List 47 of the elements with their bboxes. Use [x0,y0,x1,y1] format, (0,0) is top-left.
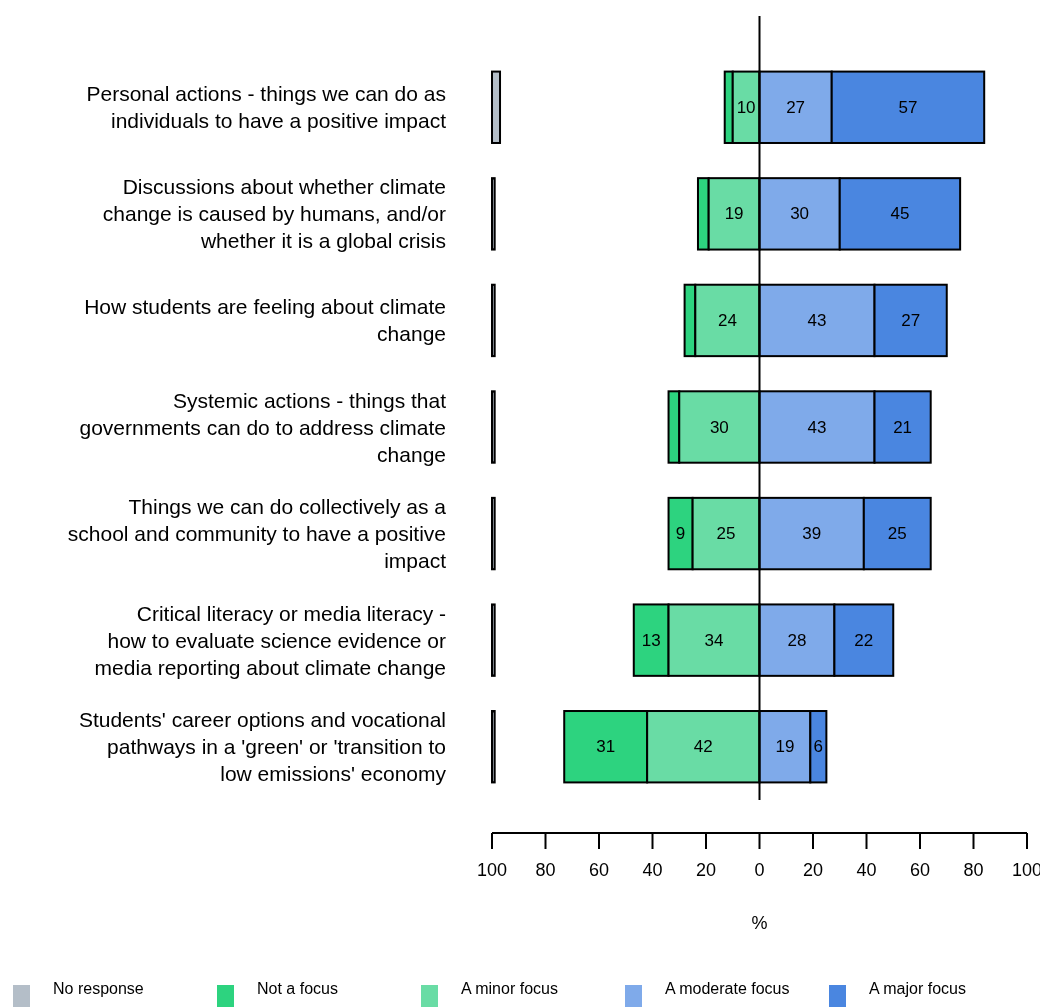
data-label: 22 [854,630,874,650]
y-tick-label: How students are feeling about climate change [84,295,446,346]
data-label: 19 [775,737,795,757]
data-label: 21 [893,417,913,437]
y-tick-label: Students' career options and vocational pathways in a 'green' or 'transition to low emissions' economy [78,708,447,786]
y-tick-label: Things we can do collectively as a school and community to have a positive impact [67,495,447,573]
data-label: 25 [887,524,907,544]
data-label: 39 [802,524,822,544]
x-tick-label: 60 [909,860,931,880]
data-label: 28 [787,630,807,650]
x-tick-label: 20 [695,860,717,880]
data-label: 19 [724,204,744,224]
x-tick-label: 60 [588,860,610,880]
x-tick-label: 0 [754,860,765,880]
legend-label: A moderate focus [665,979,790,997]
y-tick-label: Personal actions - things we can do as individuals to have a positive impact [86,82,447,133]
data-label: 6 [813,737,824,757]
data-label: 25 [716,524,736,544]
y-tick-label: Critical literacy or media literacy - how to evaluate science evidence or media reporting about climate change [94,601,446,679]
legend-label: A major focus [869,979,966,997]
data-label: 43 [807,310,827,330]
y-tick-label: Discussions about whether climate change is caused by humans, and/or whether it is a global crisis [102,175,447,253]
legend-label: No response [53,979,144,997]
legend-label: Not a focus [257,979,338,997]
data-label: 31 [596,737,616,757]
data-label: 45 [890,204,910,224]
legend-label: A minor focus [461,979,558,997]
data-label: 10 [736,97,756,117]
data-label: 27 [901,310,921,330]
x-tick-label: 80 [963,860,984,880]
x-tick-label: 80 [535,860,556,880]
data-label: 34 [704,630,724,650]
x-tick-label: 40 [642,860,663,880]
y-tick-label: Systemic actions - things that governments can do to address climate change [79,388,447,466]
data-label: 30 [790,204,810,224]
data-label: 24 [717,310,737,330]
data-label: 57 [898,97,918,117]
data-label: 9 [675,524,686,544]
data-label: 27 [786,97,806,117]
x-tick-label: 100 [476,860,508,880]
x-axis-title: % [751,913,768,933]
data-label: 13 [641,630,661,650]
data-label: 30 [709,417,729,437]
x-tick-label: 40 [856,860,877,880]
x-tick-label: 20 [802,860,824,880]
data-label: 42 [693,737,713,757]
data-label: 43 [807,417,827,437]
